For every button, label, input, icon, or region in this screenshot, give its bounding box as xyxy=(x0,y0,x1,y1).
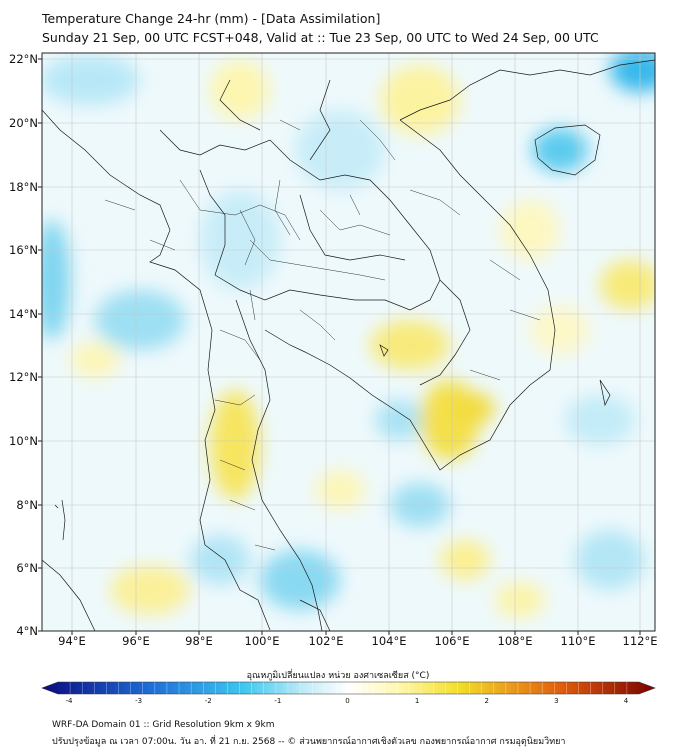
colorbar-tick-label: -4 xyxy=(66,697,74,705)
lat-label: 22°N xyxy=(9,52,38,66)
colorbar-tick-label: 1 xyxy=(415,697,419,705)
lon-label: 104°E xyxy=(372,634,407,648)
map-frame xyxy=(41,52,656,632)
lat-label: 10°N xyxy=(9,434,38,448)
coastlines-and-borders xyxy=(42,59,655,631)
field-blobs xyxy=(42,53,655,618)
lon-label: 108°E xyxy=(498,634,533,648)
colorbar-tick-label: 4 xyxy=(624,697,629,705)
lat-label: 4°N xyxy=(16,624,38,638)
colorbar-tick-label: -3 xyxy=(135,697,142,705)
lon-label: 112°E xyxy=(623,634,658,648)
lon-label: 100°E xyxy=(245,634,280,648)
lat-label: 14°N xyxy=(9,307,38,321)
colorbar-tick-label: -2 xyxy=(205,697,212,705)
colorbar-divisions xyxy=(69,682,628,694)
lon-label: 106°E xyxy=(435,634,470,648)
lat-label: 6°N xyxy=(16,561,38,575)
lat-label: 18°N xyxy=(9,180,38,194)
lat-label: 20°N xyxy=(9,116,38,130)
colorbar-label: อุณหภูมิเปลี่ยนแปลง หน่วย องศาเซลเซียส (… xyxy=(246,671,430,681)
lon-label: 102°E xyxy=(309,634,344,648)
footer-resolution: WRF-DA Domain 01 :: Grid Resolution 9km … xyxy=(52,720,275,730)
map-subtitle: Sunday 21 Sep, 00 UTC FCST+048, Valid at… xyxy=(42,30,599,45)
colorbar-tick-label: 0 xyxy=(345,697,349,705)
colorbar-tick-label: -1 xyxy=(274,697,281,705)
colorbar-tick-label: 2 xyxy=(485,697,489,705)
lon-label: 94°E xyxy=(58,634,86,648)
map-title: Temperature Change 24-hr (mm) - [Data As… xyxy=(42,11,381,26)
temperature-change-map: 22°N 20°N 18°N 16°N 14°N 12°N 10°N 8°N 6°N 4°N 94… xyxy=(9,52,657,705)
longitude-labels: 94°E 96°E 98°E 100°E 102°E 104°E 106°E 108°E 110… xyxy=(58,631,657,648)
lat-lon-grid xyxy=(42,53,655,631)
lat-label: 8°N xyxy=(16,498,38,512)
colorbar: -4 -3 -2 -1 0 1 2 3 4 xyxy=(41,681,656,705)
lat-label: 16°N xyxy=(9,243,38,257)
colorbar-ticks: -4 -3 -2 -1 0 1 2 3 4 xyxy=(66,697,629,705)
latitude-labels: 22°N 20°N 18°N 16°N 14°N 12°N 10°N 8°N 6°N 4°N xyxy=(9,52,42,638)
lon-label: 110°E xyxy=(561,634,596,648)
lon-label: 96°E xyxy=(122,634,150,648)
map-field xyxy=(42,53,655,631)
lat-label: 12°N xyxy=(9,370,38,384)
footer-credits: ปรับปรุงข้อมูล ณ เวลา 07:00น. วัน อา. ที… xyxy=(52,737,566,747)
lon-label: 98°E xyxy=(185,634,213,648)
colorbar-tick-label: 3 xyxy=(554,697,558,705)
